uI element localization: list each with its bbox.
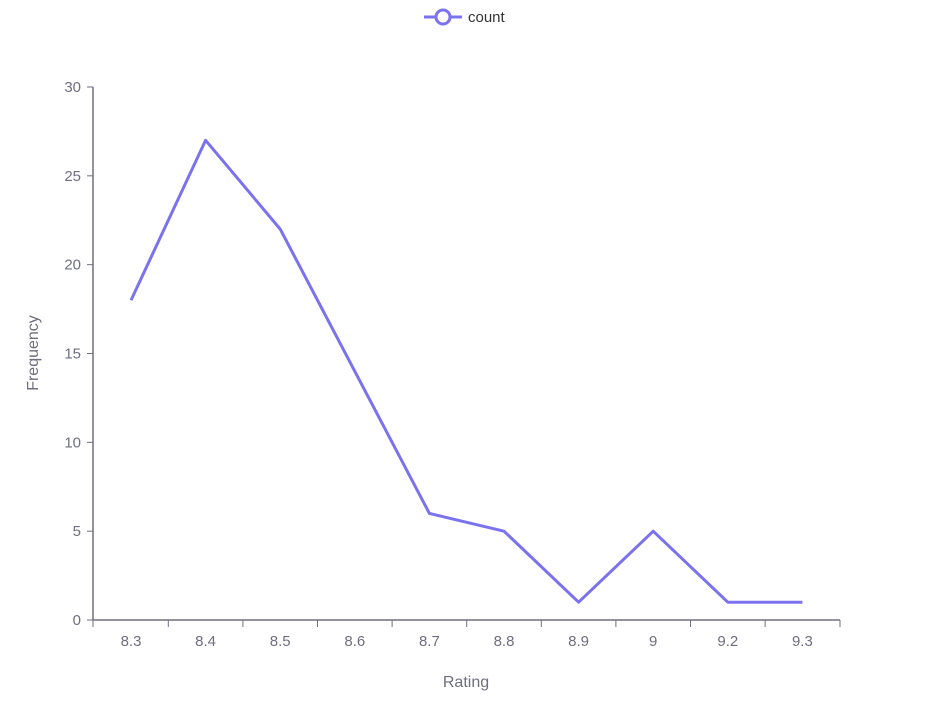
x-axis-ticks: 8.3 8.4 8.5 8.6 8.7 8.8 8.9 9 9.2 9.3 [92, 620, 841, 650]
y-tick-label: 30 [64, 79, 81, 96]
y-tick-label: 15 [64, 346, 81, 363]
x-tick-label: 9.3 [792, 633, 813, 650]
legend[interactable]: count [424, 8, 506, 26]
x-tick-label: 9 [649, 633, 657, 650]
legend-label: count [468, 9, 506, 26]
y-axis-title: Frequency [25, 315, 42, 391]
x-tick-label: 8.5 [270, 633, 291, 650]
x-tick-label: 8.4 [195, 633, 216, 650]
x-tick-label: 9.2 [717, 633, 738, 650]
x-tick-label: 8.3 [121, 633, 142, 650]
y-tick-label: 10 [64, 434, 81, 451]
y-axis-ticks: 0 5 10 15 20 25 30 [64, 79, 93, 629]
y-tick-label: 0 [73, 612, 81, 629]
series-line-count [129, 138, 803, 604]
x-tick-label: 8.8 [494, 633, 515, 650]
legend-marker-icon [434, 8, 452, 26]
y-tick-label: 20 [64, 257, 81, 274]
y-tick-label: 25 [64, 168, 81, 185]
x-tick-label: 8.6 [344, 633, 365, 650]
y-tick-label: 5 [73, 523, 81, 540]
x-tick-label: 8.7 [419, 633, 440, 650]
x-tick-label: 8.9 [568, 633, 589, 650]
x-axis-title: Rating [443, 674, 489, 691]
